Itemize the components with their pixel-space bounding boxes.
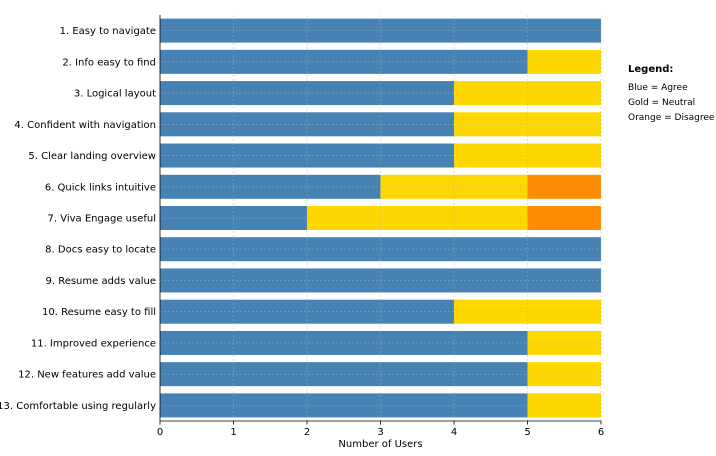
x-tick-label: 4 [451,427,457,438]
category-label: 12. New features add value [18,370,156,381]
legend-entry-agree: Blue = Agree [628,83,688,93]
legend-entry-neutral: Gold = Neutral [628,98,696,108]
x-tick-label: 5 [524,427,530,438]
x-axis-label: Number of Users [338,439,422,450]
category-label: 1. Easy to navigate [60,26,156,37]
legend-entry-disagree: Orange = Disagree [628,113,715,123]
category-label: 8. Docs easy to locate [45,245,156,256]
legend-title: Legend: [628,64,674,75]
x-tick-label: 1 [230,427,236,438]
category-label: 11. Improved experience [31,338,156,349]
category-label: 6. Quick links intuitive [45,182,156,193]
category-label: 5. Clear landing overview [28,151,156,162]
legend: Legend: Blue = Agree Gold = Neutral Oran… [628,62,714,126]
x-tick-label: 2 [304,427,310,438]
category-label: 7. Viva Engage useful [48,214,157,225]
category-label: 2. Info easy to find [62,57,156,68]
category-label: 3. Logical layout [74,89,156,100]
category-label: 4. Confident with navigation [14,120,156,131]
category-label: 9. Resume adds value [45,276,156,287]
category-label: 10. Resume easy to fill [42,307,156,318]
category-label: 13. Comfortable using regularly [0,401,156,412]
x-tick-label: 3 [377,427,383,438]
x-tick-label: 0 [157,427,163,438]
x-tick-label: 6 [598,427,604,438]
